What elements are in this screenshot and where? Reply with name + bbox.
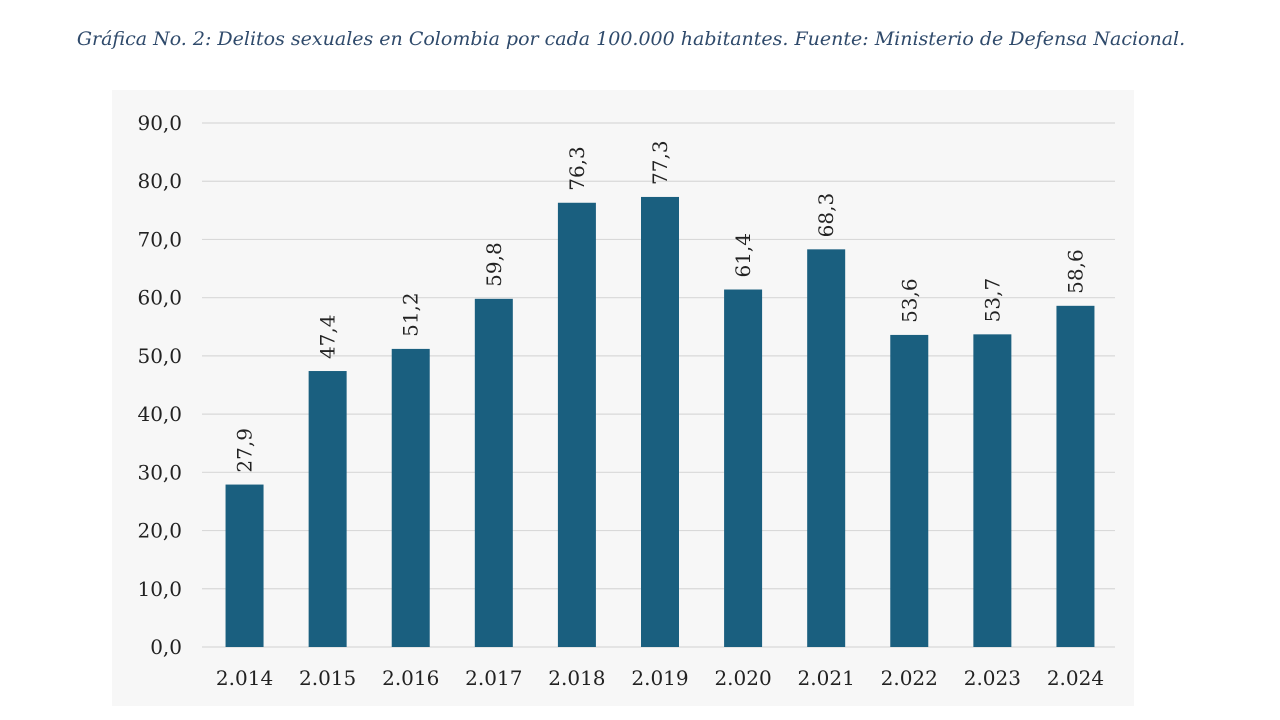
bar-2.023 <box>973 334 1012 647</box>
bar-2.021 <box>807 249 846 647</box>
bar-2.015 <box>308 371 347 647</box>
x-tick-label: 2.023 <box>964 666 1021 690</box>
bar-value-label: 53,7 <box>980 278 1004 323</box>
bar-chart: 0,010,020,030,040,050,060,070,080,090,0 … <box>137 111 1115 690</box>
bar-2.018 <box>557 202 596 647</box>
bars <box>225 196 1095 647</box>
y-tick-label: 0,0 <box>150 635 182 659</box>
x-tick-label: 2.020 <box>714 666 771 690</box>
bar-value-label: 51,2 <box>399 292 423 337</box>
x-tick-label: 2.016 <box>382 666 439 690</box>
bar-value-label: 58,6 <box>1063 249 1087 294</box>
bar-2.024 <box>1056 305 1095 647</box>
y-tick-label: 60,0 <box>137 286 182 310</box>
bar-value-label: 61,4 <box>731 233 755 278</box>
bar-2.022 <box>890 334 929 647</box>
bar-value-label: 27,9 <box>233 428 257 473</box>
bar-2.019 <box>641 196 679 647</box>
x-tick-label: 2.017 <box>465 666 522 690</box>
bar-value-label: 76,3 <box>565 146 589 191</box>
bar-2.016 <box>391 348 430 647</box>
x-tick-label: 2.022 <box>881 666 938 690</box>
x-tick-label: 2.015 <box>299 666 356 690</box>
x-tick-label: 2.018 <box>548 666 605 690</box>
y-tick-label: 90,0 <box>137 111 182 135</box>
x-tick-label: 2.019 <box>631 666 688 690</box>
x-tick-label: 2.021 <box>798 666 855 690</box>
y-tick-label: 70,0 <box>137 227 182 251</box>
bar-value-label: 77,3 <box>648 140 672 185</box>
x-axis-ticks: 2.014 2.015 2.016 2.017 2.018 2.019 2.020 2.021… <box>216 666 1104 690</box>
x-tick-label: 2.024 <box>1047 666 1104 690</box>
y-tick-label: 20,0 <box>137 519 182 543</box>
bar-value-label: 59,8 <box>482 242 506 287</box>
chart-panel: 0,0 10,0 20,0 30,0 40,0 50,0 60,0 70,0 80,0 90,0 … <box>112 90 1134 706</box>
y-tick-label: 30,0 <box>137 460 182 484</box>
x-tick-label: 2.014 <box>216 666 273 690</box>
bar-2.014 <box>225 484 264 647</box>
y-tick-label: 50,0 <box>137 344 182 368</box>
bar-value-label: 47,4 <box>316 314 340 359</box>
y-tick-label: 10,0 <box>137 577 182 601</box>
bar-value-label: 68,3 <box>814 193 838 238</box>
y-tick-label: 40,0 <box>137 402 182 426</box>
bar-value-label: 53,6 <box>897 278 921 323</box>
bar-2.020 <box>724 289 763 647</box>
chart-caption: Gráfica No. 2: Delitos sexuales en Colom… <box>76 28 1186 50</box>
bar-2.017 <box>474 298 513 647</box>
y-tick-label: 80,0 <box>137 169 182 193</box>
y-axis-ticks: 0,0 10,0 20,0 30,0 40,0 50,0 60,0 70,0 80,0 90,0 <box>137 111 182 659</box>
bar-value-labels: 27,9 47,4 51,2 59,8 76,3 77,3 61,4 68,3 53,6 53,7… <box>233 140 1088 472</box>
